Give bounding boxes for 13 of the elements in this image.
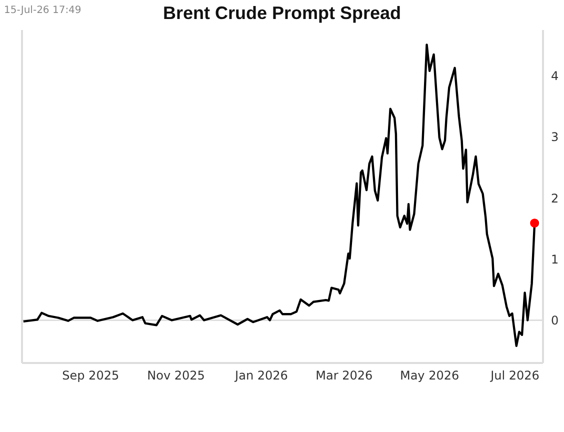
x-tick-label: Sep 2025 — [62, 368, 120, 383]
y-tick-label: 4 — [551, 69, 559, 84]
x-tick-label: May 2026 — [400, 368, 460, 383]
y-tick-label: 3 — [551, 130, 559, 144]
x-tick-label: Jan 2026 — [234, 368, 288, 383]
x-tick-label: Mar 2026 — [316, 368, 373, 383]
x-tick-label: Jul 2026 — [490, 368, 540, 383]
chart-title: Brent Crude Prompt Spread — [162, 3, 402, 23]
y-tick-label: 1 — [551, 252, 559, 266]
text: 15-Jul-26 17:49 — [4, 5, 82, 16]
y-tick-label: 2 — [551, 191, 559, 206]
x-tick-label: Nov 2025 — [147, 368, 205, 383]
y-tick-label: 0 — [551, 313, 559, 328]
